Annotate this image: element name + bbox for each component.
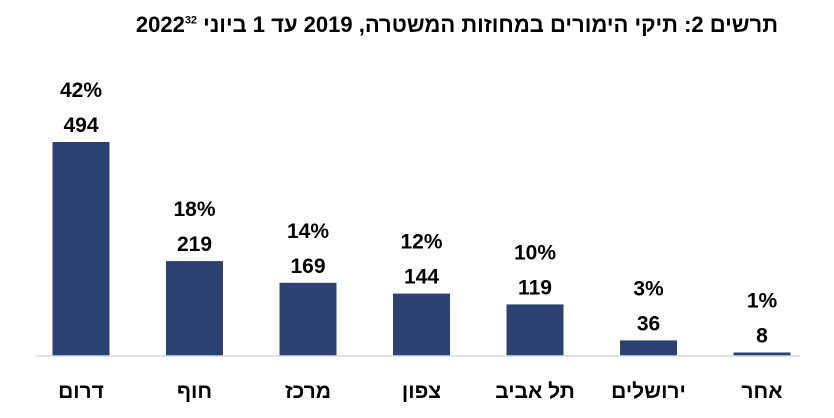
category-label: צפון xyxy=(402,380,441,403)
value-label: 8 xyxy=(756,325,768,348)
bar xyxy=(620,340,677,356)
chart-title: תרשים 2: תיקי הימורים במחוזות המשטרה, 20… xyxy=(136,12,778,38)
category-label: אחר xyxy=(741,380,782,403)
value-label: 36 xyxy=(637,312,660,335)
value-label: 144 xyxy=(404,266,439,289)
percent-label: 18% xyxy=(173,198,215,221)
labels-layer: 494 42% דרום 219 18% חוף 169 14% מרכז 144 12% צפון 1… xyxy=(58,79,782,403)
chart-title-text: תרשים 2: תיקי הימורים במחוזות המשטרה, 20… xyxy=(135,12,778,37)
bars-layer xyxy=(52,142,791,356)
value-label: 169 xyxy=(290,255,325,278)
bar xyxy=(733,352,791,356)
percent-label: 1% xyxy=(747,290,778,313)
category-label: דרום xyxy=(58,380,104,403)
category-label: תל אביב xyxy=(495,380,575,403)
bar xyxy=(393,293,450,356)
category-label: מרכז xyxy=(285,380,331,403)
category-label: חוף xyxy=(177,380,212,403)
bar xyxy=(52,142,110,356)
percent-label: 3% xyxy=(633,277,664,300)
value-label: 494 xyxy=(63,114,98,137)
percent-label: 10% xyxy=(514,241,556,264)
footnote-reference: 32 xyxy=(184,14,198,27)
bar xyxy=(279,282,337,356)
percent-label: 12% xyxy=(400,231,442,254)
percent-label: 42% xyxy=(60,79,102,102)
bar xyxy=(166,261,223,356)
percent-label: 14% xyxy=(287,220,329,243)
value-label: 219 xyxy=(177,233,212,256)
category-label: ירושלים xyxy=(611,380,686,403)
bar xyxy=(506,304,564,356)
value-label: 119 xyxy=(518,276,552,299)
